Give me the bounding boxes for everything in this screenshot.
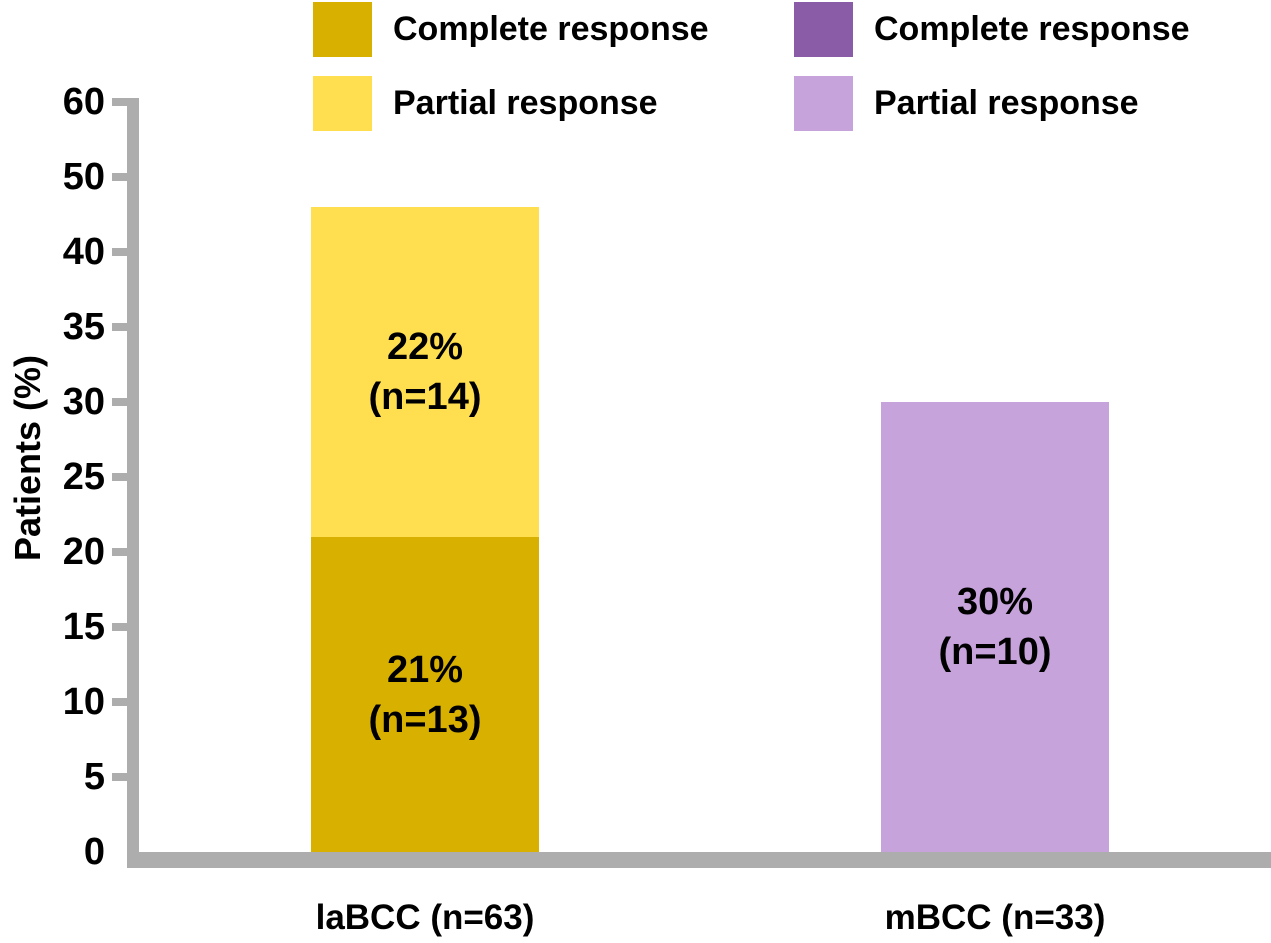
y-tick-label: 35 (62, 306, 105, 348)
legend-swatch-mbcc-partial (794, 76, 853, 131)
y-tick-label: 5 (83, 756, 105, 798)
legend-swatch-labcc-partial (313, 76, 372, 131)
y-tick (112, 473, 127, 481)
y-tick (112, 98, 127, 106)
y-tick (112, 248, 127, 256)
y-tick (112, 548, 127, 556)
y-tick (112, 623, 127, 631)
legend-label: Partial response (874, 84, 1139, 122)
y-tick-label: 15 (62, 606, 105, 648)
y-tick (112, 173, 127, 181)
y-tick-label: 40 (62, 231, 105, 273)
bar-segment-value-label: 21% (n=13) (368, 648, 482, 741)
y-tick-label: 25 (62, 456, 105, 498)
bar-segment-value-label: 30% (n=10) (938, 581, 1052, 673)
x-axis-category-label: laBCC (n=63) (315, 898, 535, 937)
legend-swatch-labcc-complete (313, 2, 372, 57)
y-tick-label: 10 (62, 681, 105, 723)
x-axis-line (127, 852, 1271, 868)
legend-item-labcc-complete: Complete response (313, 2, 709, 57)
legend-item-mbcc-complete: Complete response (794, 2, 1190, 57)
y-tick-label: 20 (62, 531, 105, 573)
legend-label: Complete response (874, 10, 1190, 48)
y-tick-label: 60 (62, 81, 105, 123)
y-tick (112, 698, 127, 706)
y-tick (112, 398, 127, 406)
legend-swatch-mbcc-complete (794, 2, 853, 57)
bar-segment-value-label: 22% (n=14) (368, 326, 482, 418)
y-tick-label: 30 (62, 381, 105, 423)
y-tick-label: 0 (83, 831, 105, 873)
legend-item-labcc-partial: Partial response (313, 76, 658, 131)
bar-segment-partial-response: 22% (n=14) (311, 207, 539, 537)
x-axis-category-label: mBCC (n=33) (884, 898, 1106, 937)
y-tick-label: 50 (62, 156, 105, 198)
bar-segment-complete-response: 21% (n=13) (311, 537, 539, 852)
y-tick (112, 773, 127, 781)
y-tick (112, 323, 127, 331)
legend-item-mbcc-partial: Partial response (794, 76, 1139, 131)
legend-label: Partial response (393, 84, 658, 122)
y-axis-line (127, 98, 139, 868)
bar-segment-partial-response: 30% (n=10) (881, 402, 1109, 852)
legend-label: Complete response (393, 10, 709, 48)
